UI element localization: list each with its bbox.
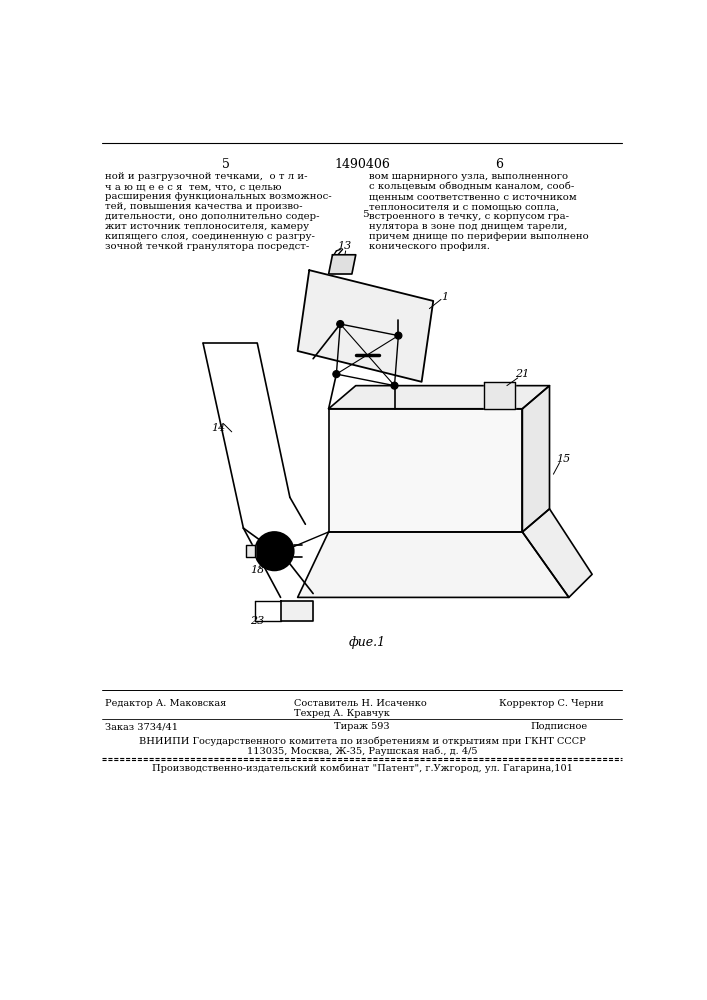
Polygon shape <box>484 382 515 409</box>
Polygon shape <box>522 509 592 597</box>
Polygon shape <box>298 532 569 597</box>
Text: расширения функциональных возможнос-: расширения функциональных возможнос- <box>105 192 332 201</box>
Text: 14: 14 <box>211 423 226 433</box>
Text: Составитель Н. Исаченко: Составитель Н. Исаченко <box>293 699 426 708</box>
Polygon shape <box>298 270 433 382</box>
Text: Производственно-издательский комбинат "Патент", г.Ужгород, ул. Гагарина,101: Производственно-издательский комбинат "П… <box>151 764 573 773</box>
Text: фие.1: фие.1 <box>349 636 386 649</box>
Text: 1490406: 1490406 <box>334 158 390 172</box>
Text: 113035, Москва, Ж-35, Раушская наб., д. 4/5: 113035, Москва, Ж-35, Раушская наб., д. … <box>247 746 477 756</box>
Text: тей, повышения качества и произво-: тей, повышения качества и произво- <box>105 202 303 211</box>
Circle shape <box>337 321 344 328</box>
Text: Заказ 3734/41: Заказ 3734/41 <box>105 722 178 731</box>
Text: встроенного в течку, с корпусом гра-: встроенного в течку, с корпусом гра- <box>369 212 569 221</box>
Text: 6: 6 <box>495 158 503 172</box>
Polygon shape <box>522 386 549 532</box>
Polygon shape <box>329 386 549 409</box>
Circle shape <box>255 532 293 570</box>
Text: 5: 5 <box>362 210 368 219</box>
Text: жит источник теплоносителя, камеру: жит источник теплоносителя, камеру <box>105 222 310 231</box>
Text: 13: 13 <box>337 241 351 251</box>
Text: с кольцевым обводным каналом, сооб-: с кольцевым обводным каналом, сооб- <box>369 182 574 191</box>
Text: Редактор А. Маковская: Редактор А. Маковская <box>105 699 227 708</box>
Text: ч а ю щ е е с я  тем, что, с целью: ч а ю щ е е с я тем, что, с целью <box>105 182 282 191</box>
Text: дительности, оно дополнительно содер-: дительности, оно дополнительно содер- <box>105 212 320 221</box>
Text: 5: 5 <box>221 158 230 172</box>
Text: 18: 18 <box>250 565 264 575</box>
Circle shape <box>395 332 402 339</box>
Text: зочной течкой гранулятора посредст-: зочной течкой гранулятора посредст- <box>105 242 310 251</box>
Text: 1: 1 <box>441 292 448 302</box>
Text: Тираж 593: Тираж 593 <box>334 722 390 731</box>
Text: ВНИИПИ Государственного комитета по изобретениям и открытиям при ГКНТ СССР: ВНИИПИ Государственного комитета по изоб… <box>139 736 585 746</box>
Polygon shape <box>329 409 522 532</box>
Circle shape <box>333 371 340 378</box>
Text: конического профиля.: конического профиля. <box>369 242 490 251</box>
Polygon shape <box>246 545 255 557</box>
Text: причем днище по периферии выполнено: причем днище по периферии выполнено <box>369 232 589 241</box>
Text: ной и разгрузочной течками,  о т л и-: ной и разгрузочной течками, о т л и- <box>105 172 308 181</box>
Polygon shape <box>281 601 313 620</box>
Text: кипящего слоя, соединенную с разгру-: кипящего слоя, соединенную с разгру- <box>105 232 315 241</box>
Text: нулятора в зоне под днищем тарели,: нулятора в зоне под днищем тарели, <box>369 222 567 231</box>
Text: 15: 15 <box>556 454 571 464</box>
Circle shape <box>391 382 398 389</box>
Text: 21: 21 <box>515 369 530 379</box>
Text: щенным соответственно с источником: щенным соответственно с источником <box>369 192 576 201</box>
Text: Подписное: Подписное <box>530 722 588 731</box>
Polygon shape <box>329 255 356 274</box>
Text: теплоносителя и с помощью сопла,: теплоносителя и с помощью сопла, <box>369 202 559 211</box>
Text: Корректор С. Черни: Корректор С. Черни <box>499 699 604 708</box>
Text: вом шарнирного узла, выполненного: вом шарнирного узла, выполненного <box>369 172 568 181</box>
Text: 23: 23 <box>250 615 264 626</box>
Text: Техред А. Кравчук: Техред А. Кравчук <box>293 709 390 718</box>
